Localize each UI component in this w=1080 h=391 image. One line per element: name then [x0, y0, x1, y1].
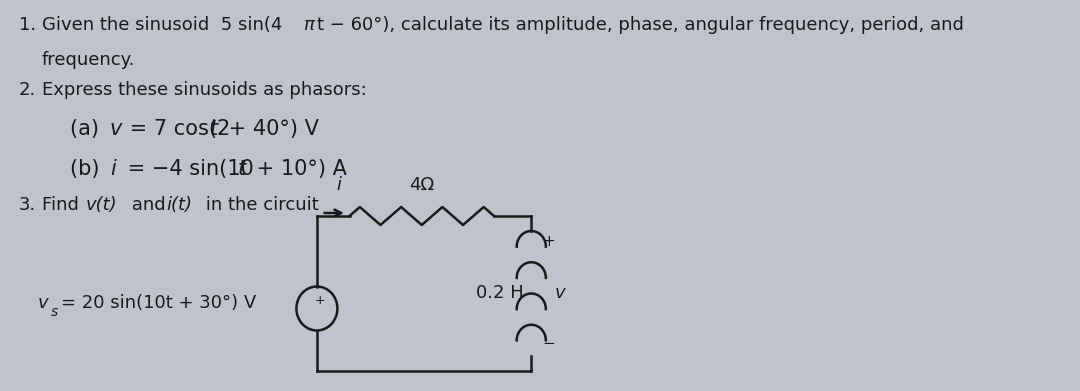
Text: t − 60°), calculate its amplitude, phase, angular frequency, period, and: t − 60°), calculate its amplitude, phase… — [316, 16, 963, 34]
Text: π: π — [302, 16, 314, 34]
Text: s: s — [51, 305, 58, 319]
Text: in the circuit: in the circuit — [201, 196, 320, 214]
Text: i(t): i(t) — [166, 196, 192, 214]
Text: 1.: 1. — [18, 16, 36, 34]
Text: v: v — [554, 285, 565, 303]
Text: v: v — [38, 294, 48, 312]
Text: v: v — [110, 119, 122, 139]
Text: and: and — [126, 196, 172, 214]
Text: +: + — [314, 294, 325, 307]
Text: −: − — [542, 336, 555, 351]
Text: + 10°) A: + 10°) A — [249, 159, 347, 179]
Text: frequency.: frequency. — [42, 51, 135, 69]
Text: i: i — [336, 176, 341, 194]
Text: 2.: 2. — [18, 81, 36, 99]
Text: 3.: 3. — [18, 196, 36, 214]
Text: = 20 sin(10t + 30°) V: = 20 sin(10t + 30°) V — [60, 294, 256, 312]
Text: 4Ω: 4Ω — [409, 176, 434, 194]
Text: + 40°) V: + 40°) V — [221, 119, 319, 139]
Text: i: i — [110, 159, 116, 179]
Text: Given the sinusoid  5 sin(4: Given the sinusoid 5 sin(4 — [42, 16, 282, 34]
Text: v(t): v(t) — [85, 196, 118, 214]
Text: = 7 cos(2: = 7 cos(2 — [123, 119, 230, 139]
Text: Express these sinusoids as phasors:: Express these sinusoids as phasors: — [42, 81, 367, 99]
Text: = −4 sin(10: = −4 sin(10 — [121, 159, 254, 179]
Text: Find: Find — [42, 196, 84, 214]
Text: t: t — [238, 159, 246, 179]
Text: +: + — [542, 234, 555, 249]
Text: 0.2 H: 0.2 H — [476, 285, 524, 303]
Text: t: t — [210, 119, 218, 139]
Text: (b): (b) — [70, 159, 106, 179]
Text: (a): (a) — [70, 119, 106, 139]
